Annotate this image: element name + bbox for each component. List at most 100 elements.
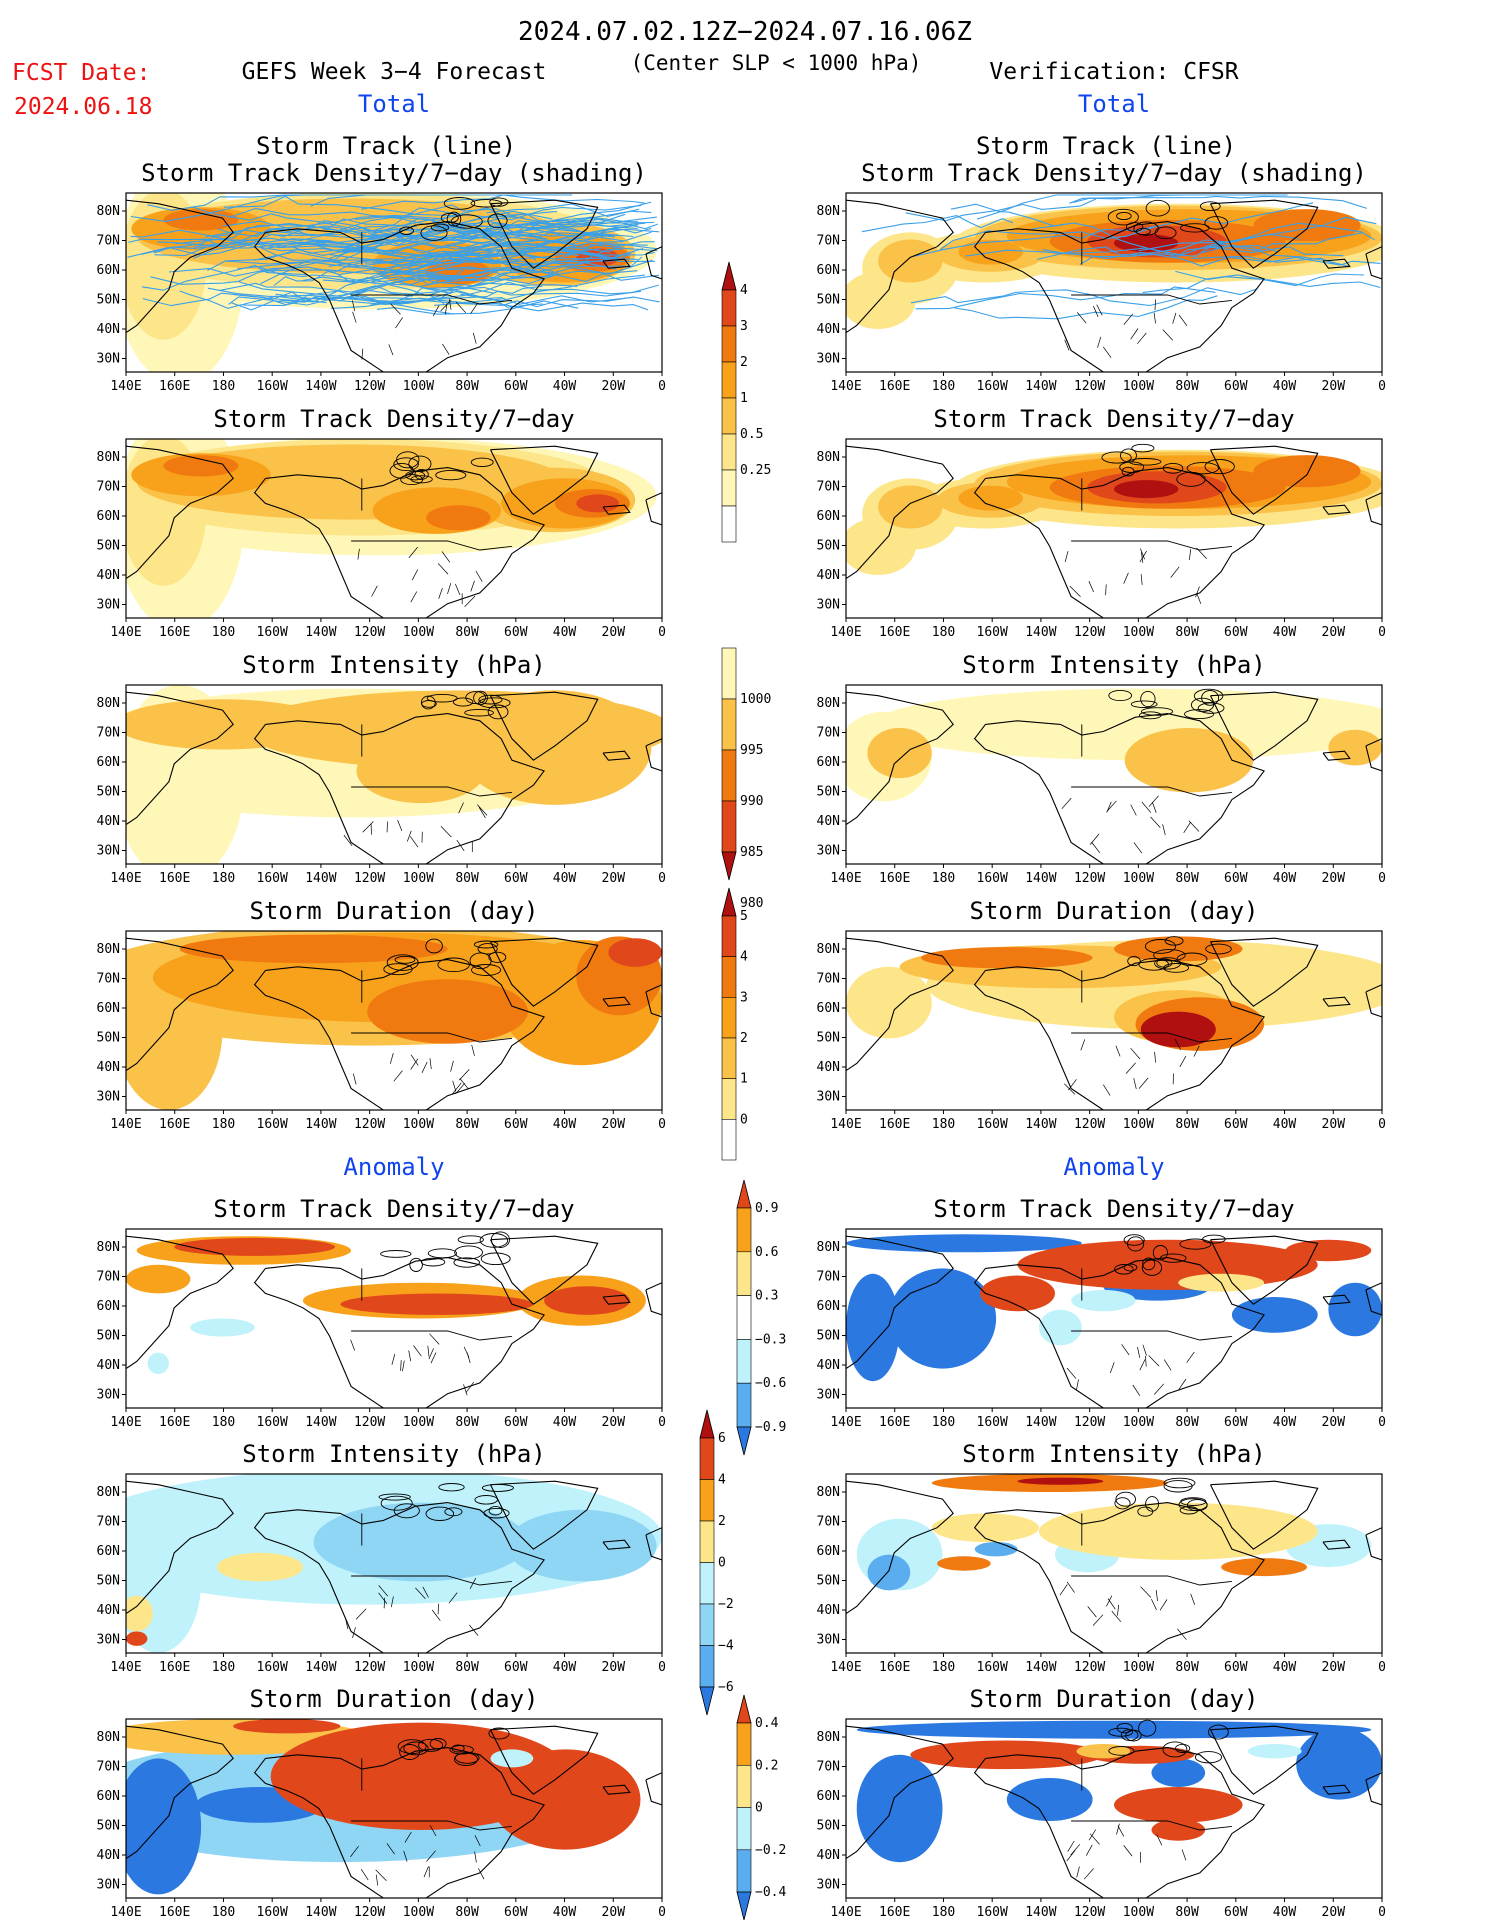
lon-tick-label: 60W: [1224, 871, 1248, 886]
lon-tick-label: 140W: [1025, 871, 1056, 886]
colorbar-label: 0.2: [755, 1758, 778, 1773]
lat-tick-label: 60N: [97, 509, 120, 524]
shading-region: [1231, 1297, 1318, 1333]
colorbar-label: 2: [740, 1031, 748, 1046]
map-frame: [845, 1718, 1383, 1899]
lon-tick-label: 80W: [1175, 1117, 1199, 1132]
lon-tick-label: 160E: [879, 625, 910, 640]
lon-tick-label: 140E: [830, 1415, 861, 1430]
lon-tick-label: 180: [932, 379, 955, 394]
lon-tick-label: 0: [1378, 625, 1386, 640]
panel-title-l2: Storm Track Density/7−day: [213, 405, 574, 433]
colorbar-label: −0.6: [755, 1376, 786, 1391]
map-panel-r2: 140E 160E 180 160W 140W 120W 100W 80W 60W 40W 20W 0…: [817, 438, 1386, 640]
lon-tick-label: 160W: [977, 1660, 1008, 1675]
lat-tick-label: 30N: [97, 352, 120, 367]
lat-tick-label: 60N: [817, 263, 840, 278]
colorbar-label: 0.25: [740, 463, 771, 478]
panel-title-r3: Storm Intensity (hPa): [962, 651, 1265, 679]
lon-tick-label: 20W: [602, 379, 626, 394]
lon-tick-label: 80W: [455, 1117, 479, 1132]
colorbars: 43210.50.2510009959909859805432100.90.60…: [699, 261, 786, 1921]
lon-tick-label: 180: [212, 1905, 235, 1920]
lat-tick-label: 50N: [97, 785, 120, 800]
panel-title-r4: Storm Duration (day): [970, 897, 1259, 925]
lat-tick-label: 70N: [817, 1270, 840, 1285]
lon-tick-label: 20W: [1322, 871, 1346, 886]
lon-tick-label: 60W: [504, 625, 528, 640]
lon-tick-label: 140W: [305, 1660, 336, 1675]
shading-region: [190, 1318, 255, 1337]
map-panel-l1: 140E 160E 180 160W 140W 120W 100W 80W 60W 40W 20W 0…: [97, 192, 666, 394]
lat-tick-label: 70N: [817, 1515, 840, 1530]
lon-tick-label: 120W: [1074, 871, 1105, 886]
lat-tick-label: 60N: [97, 263, 120, 278]
shading-region: [1285, 1239, 1372, 1262]
lat-tick-label: 40N: [817, 1358, 840, 1373]
lat-tick-label: 30N: [817, 844, 840, 859]
lat-tick-label: 70N: [817, 480, 840, 495]
panel-title-l1a: Storm Track (line): [256, 132, 516, 160]
lon-tick-label: 140E: [110, 1660, 141, 1675]
lat-tick-label: 80N: [817, 450, 840, 465]
shading-region: [490, 1749, 641, 1850]
lon-tick-label: 140W: [1025, 1415, 1056, 1430]
shading-region: [1253, 455, 1361, 488]
colorbar-label: −2: [718, 1597, 734, 1612]
lon-tick-label: 0: [1378, 1117, 1386, 1132]
lon-tick-label: 160W: [257, 1117, 288, 1132]
lon-tick-label: 60W: [1224, 1415, 1248, 1430]
lat-tick-label: 70N: [97, 972, 120, 987]
map-panel-l2: 140E 160E 180 160W 140W 120W 100W 80W 60W 40W 20W 0…: [97, 438, 666, 640]
lon-tick-label: 160E: [879, 379, 910, 394]
lon-tick-label: 0: [658, 1117, 666, 1132]
lat-tick-label: 70N: [817, 234, 840, 249]
shading-region: [1071, 1289, 1136, 1312]
lat-tick-label: 80N: [97, 1240, 120, 1255]
lon-tick-label: 60W: [1224, 1117, 1248, 1132]
lon-tick-label: 100W: [1123, 625, 1154, 640]
lat-tick-label: 60N: [817, 509, 840, 524]
lon-tick-label: 160W: [977, 379, 1008, 394]
lon-tick-label: 100W: [403, 379, 434, 394]
lon-tick-label: 0: [1378, 871, 1386, 886]
lon-tick-label: 140W: [1025, 1117, 1056, 1132]
lat-tick-label: 50N: [817, 1329, 840, 1344]
lon-tick-label: 160E: [159, 1117, 190, 1132]
shading-region: [846, 517, 916, 575]
lat-tick-label: 80N: [97, 450, 120, 465]
lon-tick-label: 40W: [553, 1117, 577, 1132]
lon-tick-label: 180: [212, 625, 235, 640]
section-anomaly-left: Anomaly: [343, 1153, 444, 1181]
lon-tick-label: 160W: [257, 379, 288, 394]
lon-tick-label: 100W: [1123, 379, 1154, 394]
lon-tick-label: 20W: [1322, 379, 1346, 394]
shading-region: [878, 485, 943, 529]
lon-tick-label: 40W: [1273, 1415, 1297, 1430]
lon-tick-label: 140E: [830, 1905, 861, 1920]
lon-tick-label: 140E: [830, 871, 861, 886]
lon-tick-label: 80W: [1175, 871, 1199, 886]
panel-title-l7: Storm Duration (day): [250, 1685, 539, 1713]
shading-region: [147, 1352, 169, 1374]
map-frame: [845, 438, 1383, 619]
colorbar-label: 985: [740, 845, 763, 860]
colorbar-duration-total: 5 4 3 2 1 0: [721, 887, 748, 1161]
panel-title-r2: Storm Track Density/7−day: [933, 405, 1294, 433]
lat-tick-label: 70N: [97, 1515, 120, 1530]
lat-tick-label: 50N: [97, 1031, 120, 1046]
shading-region: [1124, 728, 1254, 793]
panel-title-r1a: Storm Track (line): [976, 132, 1236, 160]
shading-region: [1017, 1239, 1318, 1290]
lon-tick-label: 0: [658, 1660, 666, 1675]
lon-tick-label: 140E: [110, 1905, 141, 1920]
lon-tick-label: 180: [212, 1660, 235, 1675]
shading-region: [1248, 1744, 1302, 1759]
lon-tick-label: 140E: [110, 871, 141, 886]
lon-tick-label: 20W: [1322, 1117, 1346, 1132]
shading-region: [846, 271, 916, 329]
section-total-right: Total: [1078, 90, 1150, 118]
lon-tick-label: 180: [932, 1905, 955, 1920]
lon-tick-label: 60W: [1224, 625, 1248, 640]
lon-tick-label: 140E: [110, 1117, 141, 1132]
